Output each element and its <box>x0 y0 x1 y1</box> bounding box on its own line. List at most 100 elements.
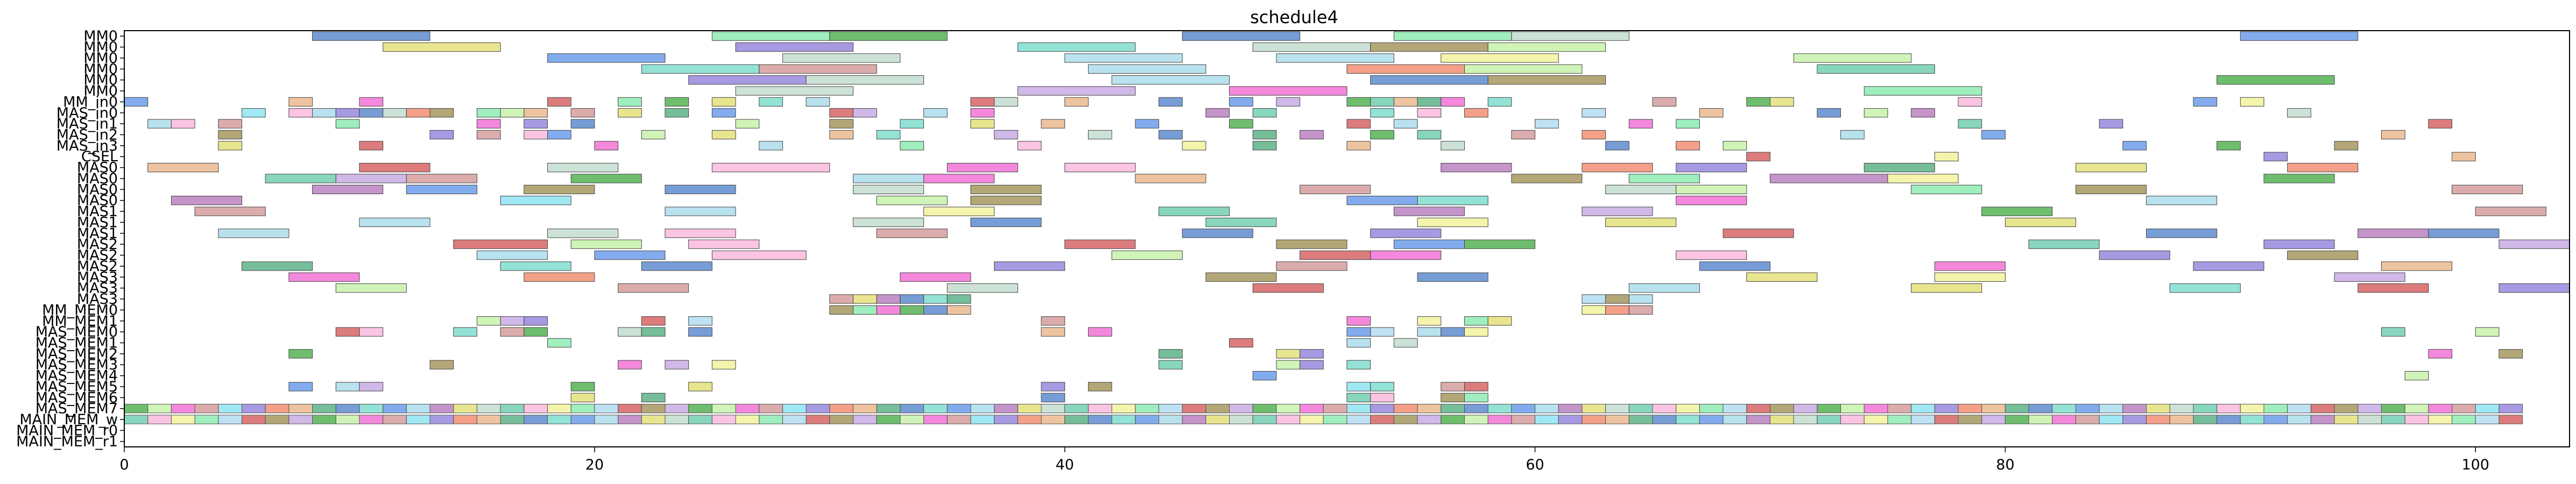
task-bar <box>2193 415 2218 424</box>
task-bar <box>1346 393 1371 402</box>
task-bar <box>618 404 642 414</box>
task-bar <box>335 382 360 392</box>
task-bar <box>570 108 595 118</box>
task-bar <box>1041 316 1065 326</box>
task-bar <box>2452 415 2476 424</box>
task-bar <box>970 217 1042 227</box>
task-bar <box>665 207 736 216</box>
task-bar <box>1346 97 1371 107</box>
task-bar <box>900 305 924 315</box>
task-bar <box>1252 108 1277 118</box>
x-tick-label: 0 <box>119 457 129 473</box>
task-bar <box>1464 316 1488 326</box>
task-bar <box>1487 97 1512 107</box>
task-bar <box>1300 349 1324 359</box>
task-bar <box>2052 415 2076 424</box>
task-bar <box>1628 404 1653 414</box>
task-bar <box>711 360 736 369</box>
task-bar <box>665 184 736 194</box>
task-bar <box>759 64 877 74</box>
y-tick-label: MAS0 <box>77 193 118 209</box>
task-bar <box>1370 108 1394 118</box>
task-bar <box>1441 415 1465 424</box>
y-tick-label: MAS2 <box>77 258 118 275</box>
task-bar <box>1229 338 1253 348</box>
task-bar <box>1464 64 1583 74</box>
task-bar <box>218 141 242 151</box>
task-bar <box>1393 239 1465 249</box>
task-bar <box>970 119 995 129</box>
task-bar <box>641 64 760 74</box>
task-bar <box>1064 239 1136 249</box>
task-bar <box>406 184 477 194</box>
task-bar <box>1911 404 1935 414</box>
task-bar <box>1441 97 1465 107</box>
task-bar <box>1958 97 1982 107</box>
task-bar <box>1793 415 1818 424</box>
task-bar <box>171 404 195 414</box>
task-bar <box>923 404 948 414</box>
task-bar <box>1958 415 1982 424</box>
task-bar <box>1323 404 1347 414</box>
task-bar <box>1064 404 1089 414</box>
task-bar <box>241 108 266 118</box>
task-bar <box>1393 31 1512 41</box>
task-bar <box>147 404 172 414</box>
task-bar <box>1464 404 1488 414</box>
task-bar <box>1723 404 1747 414</box>
task-bar <box>711 415 736 424</box>
task-bar <box>759 404 783 414</box>
y-tick-label: MAS0 <box>77 181 118 198</box>
y-tick-label: MAS2 <box>77 236 118 253</box>
task-bar <box>453 327 477 337</box>
task-bar <box>1370 97 1394 107</box>
task-bar <box>1628 119 1653 129</box>
task-bar <box>1441 327 1465 337</box>
task-bar <box>2099 415 2123 424</box>
task-bar <box>970 404 995 414</box>
task-bar <box>1158 130 1183 140</box>
task-bar <box>335 119 360 129</box>
task-bar <box>1417 196 1488 205</box>
task-bar <box>1981 207 2053 216</box>
task-bar <box>2428 229 2500 238</box>
task-bar <box>288 97 313 107</box>
task-bar <box>335 283 407 293</box>
task-bar <box>171 196 242 205</box>
task-bar <box>1064 162 1136 173</box>
task-bar <box>2028 415 2053 424</box>
task-bar <box>1182 141 1206 151</box>
task-bar <box>1417 130 1442 140</box>
task-bar <box>2334 404 2359 414</box>
task-bar <box>1346 338 1371 348</box>
task-bar <box>2075 162 2147 173</box>
task-bar <box>688 316 712 326</box>
y-tick-label: MM0 <box>83 61 118 77</box>
task-bar <box>1441 404 1465 414</box>
y-tick-label: MAS_MEM2 <box>36 346 118 362</box>
task-bar <box>1417 97 1442 107</box>
task-bar <box>1511 404 1536 414</box>
task-bar <box>2217 141 2241 151</box>
task-bar <box>618 97 642 107</box>
task-bar <box>1628 294 1653 304</box>
task-bar <box>688 327 712 337</box>
task-bar <box>2217 415 2241 424</box>
task-bar <box>1323 415 1347 424</box>
task-bar <box>171 119 195 129</box>
task-bar <box>711 97 736 107</box>
x-tick-label: 20 <box>585 457 604 473</box>
task-bar <box>782 404 807 414</box>
task-bar <box>2381 327 2405 337</box>
task-bar <box>570 393 595 402</box>
y-tick-label: MM_MEM0 <box>42 302 118 318</box>
task-bar <box>806 404 830 414</box>
task-bar <box>782 415 807 424</box>
task-bar <box>852 415 877 424</box>
task-bar <box>429 360 454 369</box>
task-bar <box>1017 415 1042 424</box>
task-bar <box>1370 404 1394 414</box>
task-bar <box>1300 415 1324 424</box>
task-bar <box>500 316 525 326</box>
y-tick-label: MAS_MEM3 <box>36 357 118 373</box>
